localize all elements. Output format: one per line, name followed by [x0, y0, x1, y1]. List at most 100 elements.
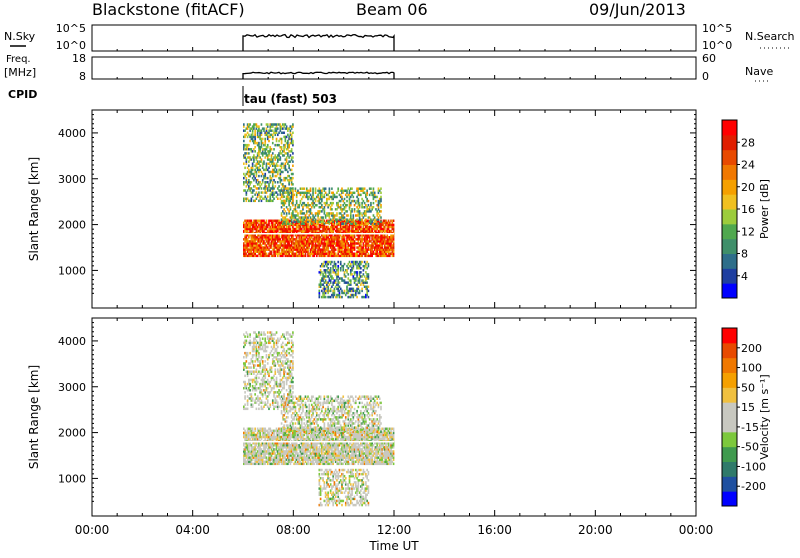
data-cell: [376, 196, 378, 198]
data-cell: [368, 263, 370, 265]
velocity-panel-bg: [92, 318, 696, 516]
data-cell: [358, 198, 360, 200]
data-cell: [364, 187, 366, 189]
data-cell: [292, 177, 294, 179]
data-cell: [380, 204, 382, 206]
data-cell: [346, 218, 348, 220]
colorbar-segment: [722, 135, 737, 150]
data-cell: [286, 212, 288, 214]
colorbar-segment: [722, 209, 737, 224]
y-axis-label: Slant Range [km]: [27, 157, 41, 261]
data-cell: [248, 152, 250, 154]
data-cell: [290, 206, 292, 208]
data-cell: [365, 218, 367, 220]
data-cell: [345, 275, 347, 277]
data-cell: [277, 127, 279, 129]
data-cell: [259, 165, 261, 167]
data-cell: [370, 202, 372, 204]
data-cell: [274, 181, 276, 183]
data-cell: [312, 187, 314, 189]
data-cell: [268, 140, 270, 142]
data-cell: [243, 140, 245, 142]
data-cell: [252, 428, 254, 430]
colorbar-segment: [722, 239, 737, 254]
data-cell: [373, 202, 375, 204]
data-cell: [373, 187, 375, 189]
data-cell: [359, 290, 361, 292]
data-cell: [342, 223, 344, 225]
colorbar-segment: [722, 268, 737, 283]
data-cell: [311, 223, 313, 225]
data-cell: [272, 152, 274, 154]
data-cell: [374, 192, 376, 194]
data-cell: [346, 200, 348, 202]
nsky-trace: [243, 35, 394, 51]
data-cell: [283, 132, 285, 134]
data-cell: [292, 123, 294, 125]
data-cell: [352, 196, 354, 198]
data-cell: [325, 296, 327, 298]
data-cell: [287, 187, 289, 189]
data-cell: [267, 177, 269, 179]
data-cell: [373, 206, 375, 208]
data-cell: [263, 127, 265, 129]
data-cell: [279, 156, 281, 158]
data-cell: [273, 198, 275, 200]
data-cell: [258, 125, 260, 127]
data-cell: [243, 162, 245, 164]
colorbar-segment: [722, 283, 737, 298]
data-cell: [331, 187, 333, 189]
data-cell: [360, 194, 362, 196]
data-cell: [261, 123, 263, 125]
colorbar-segment: [722, 179, 737, 194]
colorbar-tick-label: 16: [741, 203, 755, 216]
data-cell: [254, 146, 256, 148]
data-cell: [331, 208, 333, 210]
data-cell: [254, 428, 256, 430]
data-cell: [332, 202, 334, 204]
data-feature: [281, 187, 382, 225]
nsky-tick-label: 10^0: [56, 39, 86, 52]
colorbar-segment: [722, 254, 737, 269]
data-cell: [358, 286, 360, 288]
data-cell: [248, 144, 250, 146]
data-cell: [316, 204, 318, 206]
data-cell: [361, 223, 363, 225]
data-cell: [249, 123, 251, 125]
data-cell: [262, 138, 264, 140]
nave-tick-label: 60: [702, 52, 716, 65]
data-cell: [336, 218, 338, 220]
data-cell: [378, 223, 380, 225]
data-cell: [368, 290, 370, 292]
data-cell: [292, 183, 294, 185]
data-cell: [380, 210, 382, 212]
data-cell: [335, 248, 337, 250]
data-cell: [368, 296, 370, 298]
data-cell: [368, 273, 370, 275]
data-cell: [325, 187, 327, 189]
data-cell: [310, 187, 312, 189]
data-cell: [380, 196, 382, 198]
data-cell: [315, 187, 317, 189]
colorbar-segment: [722, 224, 737, 239]
data-cell: [264, 138, 266, 140]
data-cell: [264, 173, 266, 175]
data-cell: [324, 223, 326, 225]
data-cell: [292, 173, 294, 175]
data-cell: [329, 187, 331, 189]
data-cell: [291, 148, 293, 150]
data-cell: [281, 146, 283, 148]
data-cell: [292, 156, 294, 158]
data-cell: [246, 177, 248, 179]
data-cell: [296, 200, 298, 202]
nave-tick-label: 0: [702, 70, 709, 83]
data-cell: [337, 261, 339, 263]
data-cell: [393, 220, 395, 222]
data-feature: [243, 428, 394, 466]
data-cell: [287, 171, 289, 173]
data-cell: [366, 190, 368, 192]
data-cell: [261, 158, 263, 160]
data-cell: [281, 179, 283, 181]
data-cell: [368, 286, 370, 288]
